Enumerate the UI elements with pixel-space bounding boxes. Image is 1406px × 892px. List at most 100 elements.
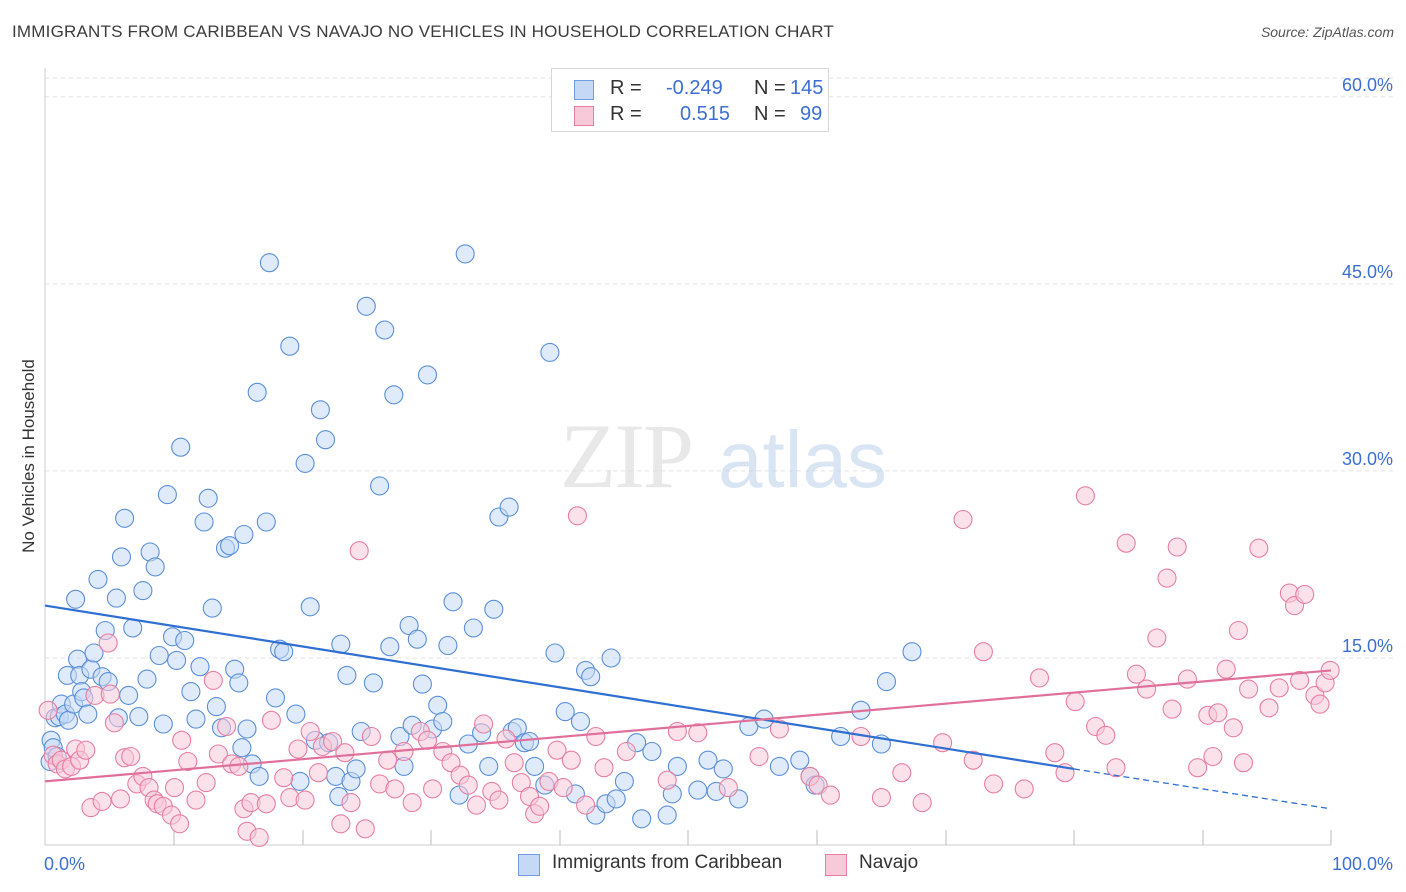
r-label: R = <box>610 103 642 125</box>
caribbean-point <box>479 756 499 776</box>
caribbean-point <box>433 711 453 732</box>
navajo-point <box>341 793 361 813</box>
navajo-point <box>196 773 216 793</box>
navajo-point <box>688 723 708 743</box>
caribbean-point <box>606 789 626 809</box>
caribbean-point <box>119 685 139 705</box>
navajo-point <box>871 788 891 808</box>
navajo-point <box>308 763 328 783</box>
navajo-point <box>256 794 276 814</box>
caribbean-point <box>384 385 404 405</box>
caribbean-point <box>300 597 320 617</box>
watermark-atlas: atlas <box>718 415 887 504</box>
navajo-point <box>594 758 614 778</box>
navajo-point <box>1065 692 1085 712</box>
caribbean-point <box>642 741 662 762</box>
caribbean-point <box>363 673 383 693</box>
navajo-point <box>92 791 112 811</box>
trend-lines <box>44 604 1332 810</box>
caribbean-point <box>484 599 504 619</box>
caribbean-point <box>194 512 214 532</box>
navajo-point <box>504 753 524 773</box>
caribbean-point <box>375 320 395 340</box>
navajo-point <box>217 716 237 737</box>
navajo-point <box>561 750 581 770</box>
navajo-point <box>749 746 769 767</box>
caribbean-point <box>78 704 98 724</box>
navajo-point <box>249 827 269 848</box>
caribbean-point <box>280 336 300 356</box>
y-tick-label: 45.0% <box>1342 262 1393 282</box>
caribbean-point <box>167 650 187 670</box>
y-tick-label: 60.0% <box>1342 75 1393 95</box>
caribbean-point <box>295 453 315 473</box>
caribbean-point <box>190 657 210 677</box>
navajo-point <box>1233 753 1254 773</box>
navajo-point <box>1029 668 1050 688</box>
navajo-point <box>1188 758 1208 778</box>
n-label: N = <box>754 77 786 99</box>
caribbean-point <box>555 702 575 722</box>
caribbean-point <box>310 400 330 420</box>
navajo-point <box>208 744 228 764</box>
navajo-point <box>1045 743 1065 763</box>
x-tick-label-max: 100.0% <box>1332 854 1393 874</box>
navajo-point <box>1290 670 1310 690</box>
navajo-point <box>323 731 343 752</box>
navajo-point <box>1216 659 1236 679</box>
navajo-point <box>912 793 932 813</box>
navajo-point <box>820 785 840 805</box>
navajo-point <box>1162 699 1182 719</box>
navajo-point <box>474 714 494 734</box>
navajo-point <box>1249 538 1269 558</box>
navajo-point <box>295 790 315 810</box>
chart-source: Source: ZipAtlas.com <box>1260 24 1394 40</box>
navajo-point <box>288 739 308 759</box>
y-axis-title: No Vehicles in Household <box>19 359 38 553</box>
navajo-point <box>172 730 192 750</box>
navajo-point <box>300 721 320 742</box>
caribbean-point <box>519 731 540 752</box>
legend-label: Navajo <box>859 852 919 873</box>
caribbean-point <box>876 672 897 692</box>
navajo-trend-line <box>44 669 1332 783</box>
navajo-point <box>186 790 206 810</box>
navajo-point <box>178 751 198 772</box>
caribbean-point <box>698 750 718 770</box>
caribbean-point <box>290 771 310 791</box>
navajo-point <box>104 713 124 733</box>
navajo-point <box>378 750 398 770</box>
navajo-point <box>98 633 118 653</box>
caribbean-point <box>380 637 400 657</box>
grid-lines <box>45 77 1395 659</box>
caribbean-point <box>443 592 463 612</box>
caribbean-point <box>570 711 591 732</box>
navajo-point <box>547 740 567 760</box>
navajo-point <box>1157 568 1177 588</box>
caribbean-point <box>667 756 687 776</box>
n-value: 99 <box>800 103 823 125</box>
navajo-point <box>1106 758 1126 778</box>
caribbean-legend-swatch <box>518 854 540 876</box>
caribbean-point <box>249 766 269 786</box>
navajo-point <box>892 763 912 783</box>
navajo-point <box>361 726 381 747</box>
navajo-point <box>466 795 487 815</box>
caribbean-point <box>407 629 427 649</box>
n-label: N = <box>754 103 786 125</box>
caribbean-point <box>370 476 390 496</box>
caribbean-point <box>186 709 206 729</box>
caribbean-point <box>145 557 165 577</box>
caribbean-point <box>259 253 279 273</box>
axis-labels: 15.0% 30.0% 45.0% 60.0% 0.0% 100.0% No Vehicle… <box>19 75 1393 874</box>
caribbean-point <box>198 488 218 508</box>
caribbean-point <box>337 665 357 685</box>
watermark: ZIP atlas <box>560 405 887 507</box>
r-value: -0.249 <box>666 77 723 99</box>
caribbean-point <box>202 598 222 618</box>
caribbean-point <box>206 697 226 717</box>
navajo-point <box>567 506 587 526</box>
caribbean-point <box>106 588 126 608</box>
caribbean-point <box>790 750 810 770</box>
